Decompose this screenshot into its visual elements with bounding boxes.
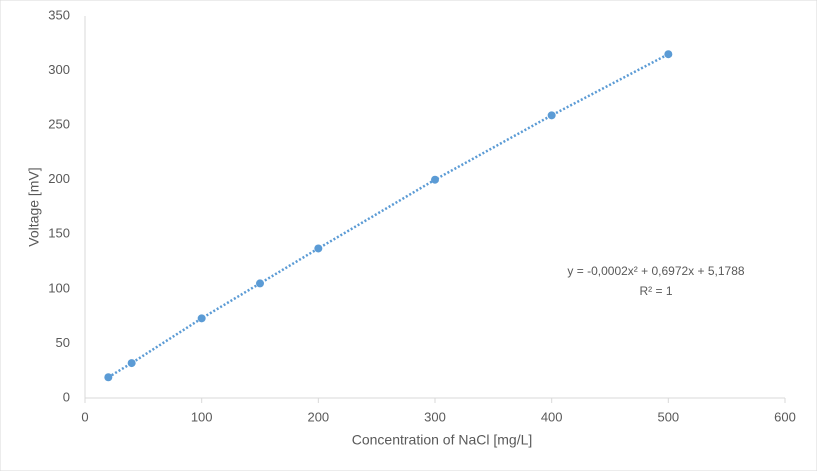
- y-tick-label: 200: [48, 171, 70, 186]
- data-point: [314, 244, 323, 253]
- x-tick-label: 400: [541, 409, 563, 424]
- x-tick-label: 600: [774, 409, 796, 424]
- data-point: [127, 359, 136, 368]
- y-tick-label: 50: [56, 335, 70, 350]
- x-tick-label: 500: [657, 409, 679, 424]
- data-point: [547, 111, 556, 120]
- y-tick-label: 300: [48, 62, 70, 77]
- r-squared: R² = 1: [639, 284, 672, 298]
- x-tick-label: 0: [81, 409, 88, 424]
- data-point: [104, 373, 113, 382]
- y-axis-label: Voltage [mV]: [26, 167, 42, 246]
- y-tick-label: 350: [48, 7, 70, 22]
- data-point: [431, 175, 439, 184]
- trendline-equation: y = -0,0002x² + 0,6972x + 5,1788: [567, 264, 744, 278]
- x-tick-label: 100: [191, 409, 213, 424]
- data-point: [664, 50, 673, 59]
- x-axis-label: Concentration of NaCl [mg/L]: [352, 432, 533, 448]
- data-point: [197, 314, 206, 323]
- y-tick-label: 100: [48, 280, 70, 295]
- x-tick-label: 300: [424, 409, 446, 424]
- y-tick-label: 0: [63, 389, 70, 404]
- y-tick-label: 150: [48, 226, 70, 241]
- data-point: [256, 279, 264, 288]
- trendline: [107, 53, 669, 379]
- x-tick-label: 200: [307, 409, 329, 424]
- y-tick-label: 250: [48, 117, 70, 132]
